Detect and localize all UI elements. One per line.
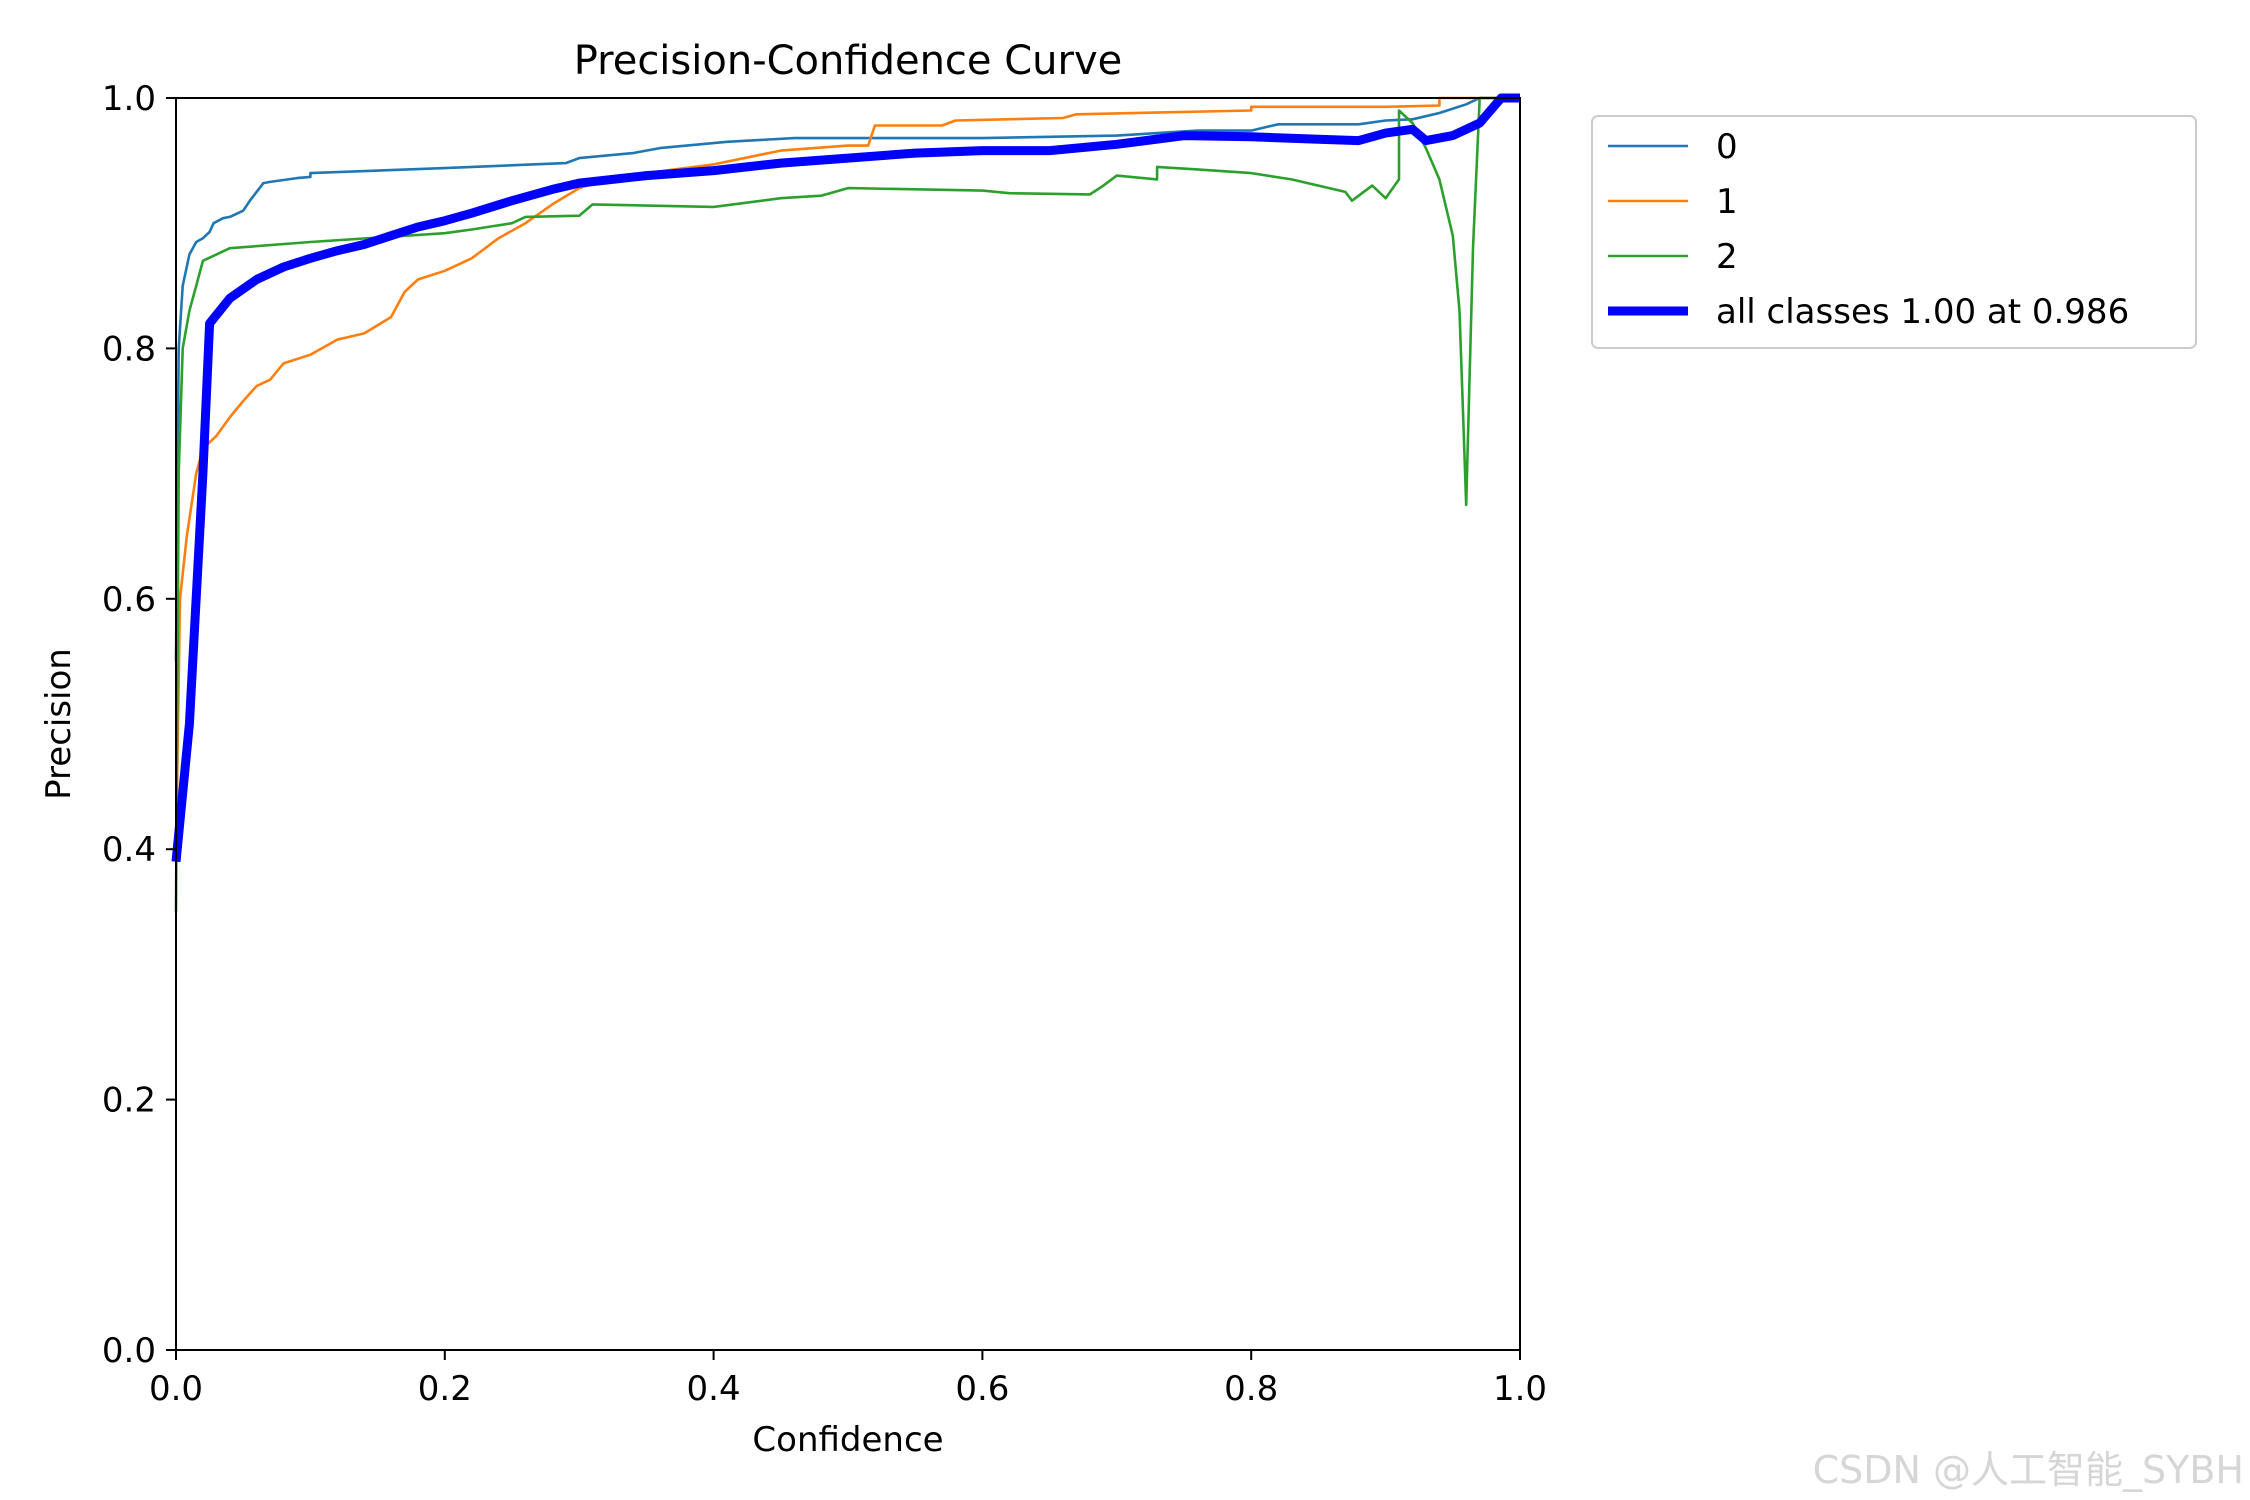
legend-label-0: 0 [1716, 127, 1738, 167]
x-tick-label: 1.0 [1493, 1369, 1547, 1409]
legend-label-3: all classes 1.00 at 0.986 [1716, 292, 2129, 332]
series-line-3 [171, 93, 1520, 863]
y-tick-label: 0.4 [102, 830, 156, 870]
x-tick-label: 0.0 [149, 1369, 203, 1409]
series-line-2 [174, 96, 1520, 912]
legend-frame [1591, 115, 2197, 349]
x-tick-label: 0.4 [687, 1369, 741, 1409]
x-tick-label: 0.8 [1224, 1369, 1278, 1409]
x-axis-label: Confidence [752, 1420, 943, 1460]
y-tick-label: 0.8 [102, 329, 156, 369]
x-tick-label: 0.6 [955, 1369, 1009, 1409]
y-tick-label: 0.0 [102, 1331, 156, 1371]
y-tick-label: 1.0 [102, 79, 156, 119]
legend: 0 1 2 all classes 1.00 at 0.986 [1591, 115, 2197, 349]
y-tick-label: 0.2 [102, 1081, 156, 1121]
legend-label-2: 2 [1716, 237, 1738, 277]
chart-title: Precision-Confidence Curve [574, 38, 1123, 84]
legend-label-1: 1 [1716, 182, 1738, 222]
axis-ticks: 0.0 0.2 0.4 0.6 0.8 1.0 0.0 0.2 0.4 0.6 0.8 1.0 [102, 79, 1547, 1409]
series-line-0 [174, 96, 1520, 662]
y-tick-label: 0.6 [102, 580, 156, 620]
x-tick-label: 0.2 [418, 1369, 472, 1409]
plot-lines [171, 93, 1520, 912]
y-axis-label: Precision [39, 648, 79, 800]
watermark: CSDN @人工智能_SYBH [1812, 1448, 2244, 1492]
series-line-1 [174, 96, 1520, 850]
plot-frame [175, 97, 1521, 1351]
